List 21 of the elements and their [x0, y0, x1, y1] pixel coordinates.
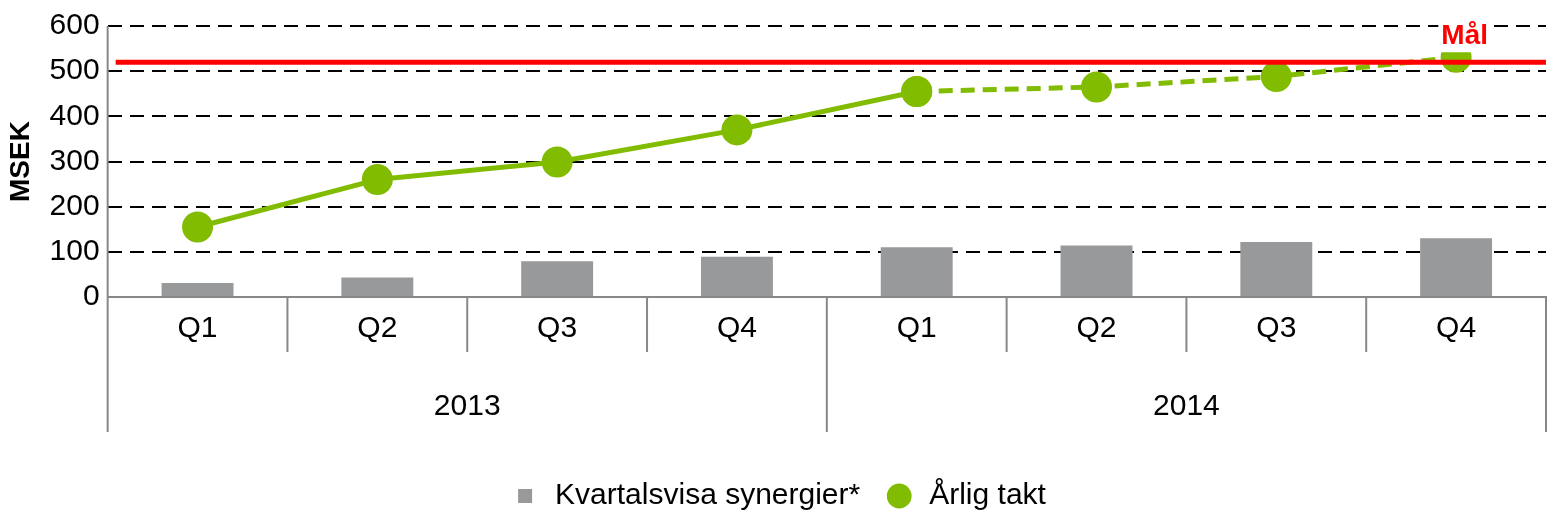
- text: 2013: [433, 388, 501, 422]
- y-tick-label: 500: [49, 52, 100, 86]
- x-tick-label: Q2: [357, 310, 398, 344]
- x-tick-label: Q4: [1436, 310, 1477, 344]
- y-tick-label: 600: [49, 7, 100, 41]
- text: 2014: [1153, 388, 1220, 422]
- y-tick-label: 300: [49, 142, 100, 176]
- y-tick-label: 100: [49, 233, 100, 267]
- x-tick-label: Q3: [537, 310, 578, 344]
- y-tick-label: 200: [49, 187, 100, 221]
- y-tick-label: 0: [82, 278, 100, 312]
- legend-label: Årlig takt: [929, 477, 1047, 511]
- x-tick-label: Q3: [1256, 310, 1297, 344]
- ref-line-label: Mål: [1441, 18, 1488, 50]
- legend-label: Kvartalsvisa synergier*: [555, 477, 861, 511]
- x-tick-label: Q4: [716, 310, 757, 344]
- y-axis-title: MSEK: [3, 121, 35, 202]
- x-tick-label: Q1: [896, 310, 937, 344]
- x-tick-label: Q2: [1076, 310, 1117, 344]
- y-tick-label: 400: [49, 97, 100, 131]
- x-tick-label: Q1: [177, 310, 218, 344]
